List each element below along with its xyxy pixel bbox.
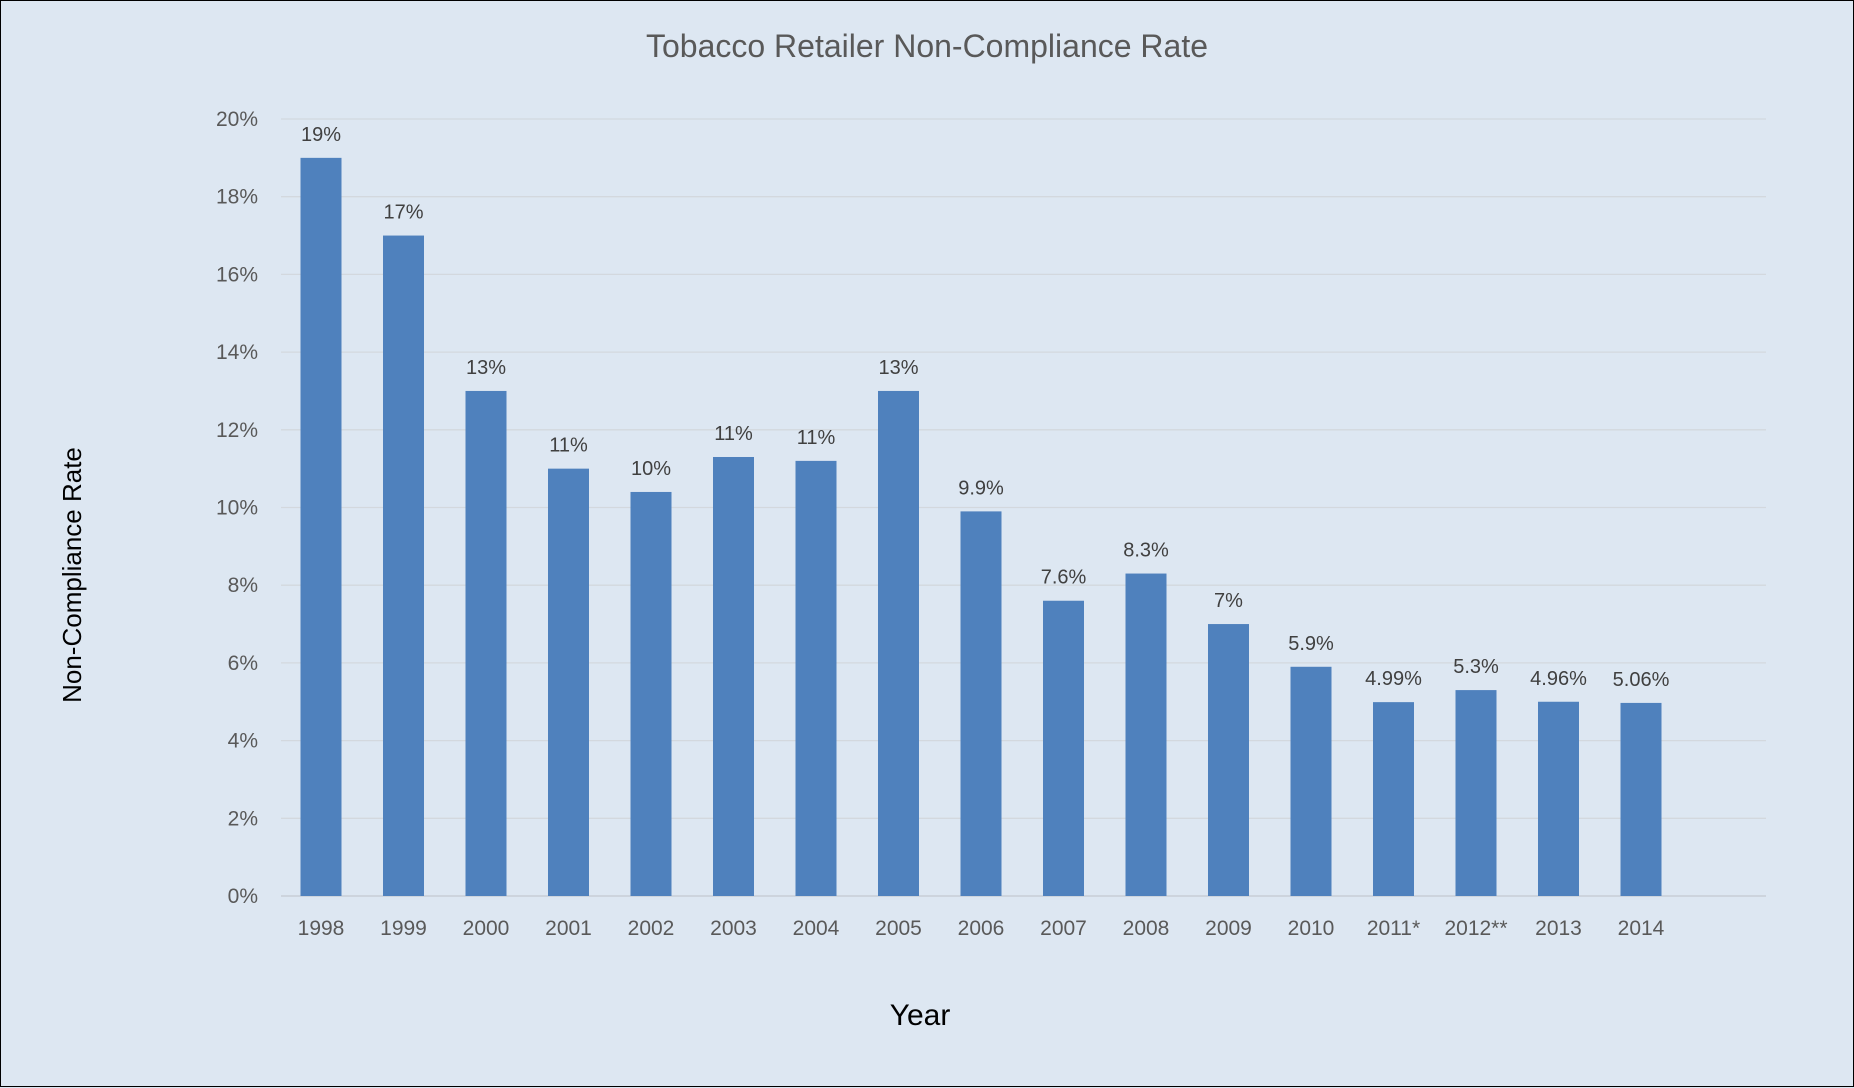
x-tick-label: 1998 xyxy=(298,917,345,940)
x-tick-label: 2005 xyxy=(875,917,922,940)
data-label: 7% xyxy=(1214,590,1243,612)
x-tick-label: 2006 xyxy=(958,917,1005,940)
x-tick-label: 2011* xyxy=(1367,917,1420,940)
bar-2009 xyxy=(1208,624,1249,896)
bar-2008 xyxy=(1125,573,1167,896)
data-label: 11% xyxy=(797,427,836,449)
bars xyxy=(300,157,1662,897)
y-tick-label: 20% xyxy=(216,108,258,131)
data-label: 5.06% xyxy=(1613,669,1670,691)
y-axis-title: Non-Compliance Rate xyxy=(57,447,87,703)
x-tick-label: 2008 xyxy=(1123,917,1170,940)
x-tick-label: 2010 xyxy=(1288,917,1335,940)
data-label: 4.96% xyxy=(1530,668,1587,690)
x-tick-label: 2007 xyxy=(1040,917,1087,940)
x-tick-label: 2014 xyxy=(1618,917,1665,940)
bar-2006 xyxy=(960,511,1002,896)
x-axis-title: Year xyxy=(890,999,951,1032)
data-label: 5.3% xyxy=(1453,656,1499,678)
y-tick-label: 6% xyxy=(228,652,258,675)
data-label: 8.3% xyxy=(1123,540,1169,562)
chart-title: Tobacco Retailer Non-Compliance Rate xyxy=(646,28,1208,64)
data-label: 10% xyxy=(631,458,671,480)
x-tick-label: 2012** xyxy=(1444,917,1507,940)
y-tick-label: 16% xyxy=(216,263,258,286)
x-tick-label: 2013 xyxy=(1535,917,1582,940)
bar-2012 xyxy=(1455,690,1497,896)
data-label: 7.6% xyxy=(1041,567,1087,589)
bar-2013 xyxy=(1538,701,1579,896)
bar-2010 xyxy=(1290,666,1332,896)
data-label: 17% xyxy=(383,202,423,224)
x-tick-label: 2003 xyxy=(710,917,757,940)
bar-2003 xyxy=(713,456,754,896)
y-tick-label: 2% xyxy=(228,807,258,830)
x-tick-label: 2000 xyxy=(463,917,510,940)
data-label: 9.9% xyxy=(958,477,1004,499)
y-tick-label: 8% xyxy=(228,574,258,597)
bar-2000 xyxy=(465,390,507,896)
x-tick-label: 2001 xyxy=(545,917,592,940)
x-tick-label: 1999 xyxy=(380,917,427,940)
data-labels: 19% 17% 13% 11% 10% 11% 11% 13% 9.9% 7.6% 8.3% 7% 5.… xyxy=(301,124,1670,691)
data-label: 11% xyxy=(714,423,753,445)
x-tick-label: 2009 xyxy=(1205,917,1252,940)
data-label: 13% xyxy=(466,357,506,379)
data-label: 13% xyxy=(878,357,918,379)
bar-2007 xyxy=(1043,600,1084,896)
data-label: 11% xyxy=(549,435,588,457)
y-axis-ticks: 0% 2% 4% 6% 8% 10% 12% 14% 16% 18% 20% xyxy=(216,108,258,908)
x-axis-ticks: 1998 1999 2000 2001 2002 2003 2004 2005 2006 2007… xyxy=(298,917,1665,940)
bar-2004 xyxy=(795,460,837,896)
bar-1999 xyxy=(383,235,424,897)
data-label: 5.9% xyxy=(1288,633,1334,655)
y-tick-label: 14% xyxy=(216,341,258,364)
bar-2002 xyxy=(630,491,672,896)
bar-2001 xyxy=(548,468,589,896)
bar-2011 xyxy=(1373,702,1414,896)
gridlines xyxy=(281,118,1766,897)
y-tick-label: 18% xyxy=(216,186,258,209)
x-tick-label: 2004 xyxy=(793,917,840,940)
x-tick-label: 2002 xyxy=(628,917,675,940)
bar-2014 xyxy=(1620,702,1662,896)
bar-2005 xyxy=(878,390,919,896)
y-tick-label: 10% xyxy=(216,497,258,520)
data-label: 4.99% xyxy=(1365,668,1422,690)
data-label: 19% xyxy=(301,124,341,146)
y-tick-label: 4% xyxy=(228,730,258,753)
y-tick-label: 0% xyxy=(228,885,258,908)
bar-1998 xyxy=(300,157,342,897)
y-tick-label: 12% xyxy=(216,419,258,442)
